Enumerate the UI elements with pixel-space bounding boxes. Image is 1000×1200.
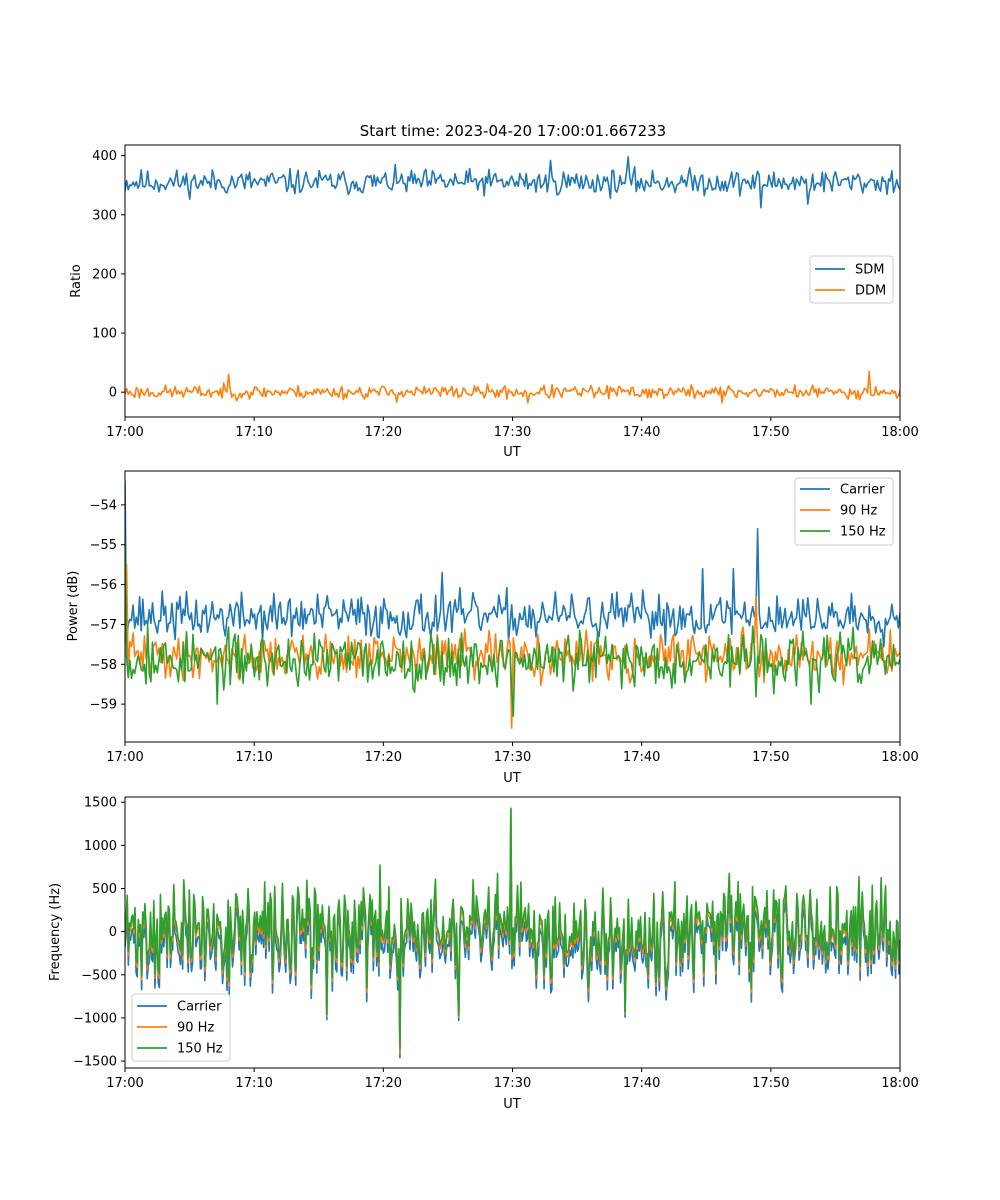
ratio-panel: 17:00 17:10 17:20 17:30 17:40 17:50 18:00 0 100 2… — [69, 144, 919, 460]
y-tick-label: 1500 — [84, 796, 117, 811]
legend-label-carrier-freq: Carrier — [177, 1000, 222, 1015]
frequency-xlabel: UT — [503, 1097, 521, 1112]
x-tick-label: 17:30 — [494, 750, 531, 765]
x-tick-label: 17:00 — [106, 425, 143, 440]
ratio-xlabel: UT — [503, 445, 521, 460]
legend-label-150hz: 150 Hz — [840, 525, 886, 540]
y-tick-label: 500 — [92, 882, 117, 897]
frequency-legend: Carrier 90 Hz 150 Hz — [131, 993, 231, 1062]
y-tick-label: −56 — [90, 578, 117, 593]
x-tick-label: 17:40 — [623, 1076, 660, 1091]
x-tick-label: 17:50 — [752, 425, 789, 440]
ratio-legend: SDM DDM — [809, 255, 894, 304]
frequency-ticks: 17:00 17:10 17:20 17:30 17:40 17:50 18:00 −1500… — [73, 796, 919, 1091]
legend-label-90hz-freq: 90 Hz — [177, 1021, 214, 1036]
series-line-carrier — [125, 480, 900, 648]
series-line-90-hz — [125, 563, 900, 729]
x-tick-label: 18:00 — [881, 425, 918, 440]
x-tick-label: 17:20 — [365, 425, 402, 440]
x-tick-label: 17:20 — [365, 1076, 402, 1091]
series-line-sdm — [125, 156, 900, 209]
power-xlabel: UT — [503, 771, 521, 786]
x-tick-label: 17:20 — [365, 750, 402, 765]
legend-label-90hz: 90 Hz — [840, 504, 877, 519]
legend-label-150hz-freq: 150 Hz — [177, 1042, 223, 1057]
y-tick-label: 100 — [92, 327, 117, 342]
x-tick-label: 18:00 — [881, 1076, 918, 1091]
x-tick-label: 17:30 — [494, 425, 531, 440]
y-tick-label: −59 — [90, 698, 117, 713]
y-tick-label: −55 — [90, 538, 117, 553]
y-tick-label: −57 — [90, 618, 117, 633]
series-line-150-hz — [125, 807, 900, 1049]
x-tick-label: 17:50 — [752, 1076, 789, 1091]
x-tick-label: 17:10 — [235, 425, 272, 440]
figure-title: Start time: 2023-04-20 17:00:01.667233 — [360, 122, 666, 140]
ratio-series-layer — [125, 156, 900, 404]
y-tick-label: 0 — [109, 386, 117, 401]
y-tick-label: −54 — [90, 498, 117, 513]
power-series-layer — [125, 480, 900, 729]
legend-label-sdm: SDM — [855, 263, 884, 278]
x-tick-label: 17:50 — [752, 750, 789, 765]
ratio-ylabel: Ratio — [69, 264, 84, 297]
y-tick-label: 0 — [109, 925, 117, 940]
y-tick-label: 300 — [92, 208, 117, 223]
power-ylabel: Power (dB) — [66, 571, 81, 642]
series-line-150-hz — [125, 536, 900, 717]
power-legend: Carrier 90 Hz 150 Hz — [794, 477, 894, 546]
x-tick-label: 17:10 — [235, 750, 272, 765]
x-tick-label: 17:40 — [623, 425, 660, 440]
series-line-ddm — [125, 370, 900, 404]
ratio-ticks: 17:00 17:10 17:20 17:30 17:40 17:50 18:00 0 100 2… — [92, 149, 919, 440]
y-tick-label: −1500 — [73, 1055, 117, 1070]
y-tick-label: 200 — [92, 267, 117, 282]
x-tick-label: 17:40 — [623, 750, 660, 765]
legend-label-ddm: DDM — [855, 284, 886, 299]
y-tick-label: 400 — [92, 149, 117, 164]
y-tick-label: −58 — [90, 658, 117, 673]
y-tick-label: −500 — [81, 968, 117, 983]
frequency-ylabel: Frequency (Hz) — [48, 883, 63, 981]
frequency-panel: 17:00 17:10 17:20 17:30 17:40 17:50 18:00 −1500… — [48, 796, 919, 1112]
y-tick-label: −1000 — [73, 1011, 117, 1026]
frequency-series-layer — [125, 807, 900, 1059]
x-tick-label: 18:00 — [881, 750, 918, 765]
x-tick-label: 17:30 — [494, 1076, 531, 1091]
legend-label-carrier: Carrier — [840, 483, 885, 498]
y-tick-label: 1000 — [84, 839, 117, 854]
x-tick-label: 17:00 — [106, 750, 143, 765]
power-panel: 17:00 17:10 17:20 17:30 17:40 17:50 18:00 −59 −5… — [66, 470, 919, 786]
x-tick-label: 17:00 — [106, 1076, 143, 1091]
x-tick-label: 17:10 — [235, 1076, 272, 1091]
power-ticks: 17:00 17:10 17:20 17:30 17:40 17:50 18:00 −59 −5… — [90, 498, 919, 765]
